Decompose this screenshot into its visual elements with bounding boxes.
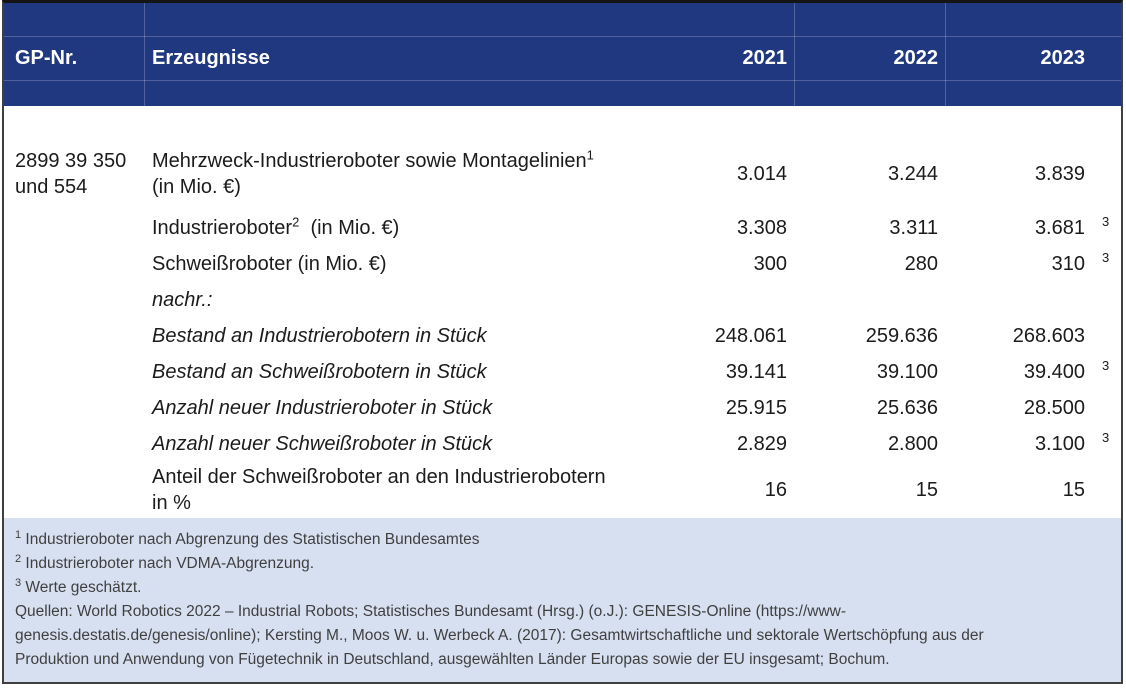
header-year-2021: 2021 bbox=[742, 46, 788, 69]
value-2023: 3.681 bbox=[1034, 216, 1085, 239]
header-column-divider bbox=[794, 3, 795, 106]
table-row-nachr: nachr.: bbox=[4, 282, 1121, 318]
header-column-divider bbox=[945, 3, 946, 106]
value-2022: 39.100 bbox=[876, 360, 938, 383]
value-2022: 25.636 bbox=[876, 396, 938, 419]
value-2021: 2.829 bbox=[736, 432, 787, 455]
estimate-footnote-mark: 3 bbox=[1102, 357, 1110, 373]
value-2022: 3.244 bbox=[887, 162, 938, 185]
table-row-bestand-schweissroboter: Bestand an Schweißrobotern in Stück 39.1… bbox=[4, 354, 1121, 390]
table-row-bestand-industrieroboter: Bestand an Industrierobotern in Stück 24… bbox=[4, 318, 1121, 354]
row-label: Schweißroboter (in Mio. €) bbox=[152, 253, 387, 275]
value-2021: 3.014 bbox=[736, 162, 787, 185]
row-label: Bestand an Schweißrobotern in Stück bbox=[152, 361, 487, 383]
table-row-schweissroboter: Schweißroboter (in Mio. €) 300 280 310 3 bbox=[4, 246, 1121, 282]
value-2022: 2.800 bbox=[887, 432, 938, 455]
value-2023: 39.400 bbox=[1023, 360, 1085, 383]
sources-line-2: genesis.destatis.de/genesis/online); Ker… bbox=[15, 627, 984, 644]
row-label: Bestand an Industrierobotern in Stück bbox=[152, 325, 487, 347]
table-footer: 1 Industrieroboter nach Abgrenzung des S… bbox=[4, 518, 1121, 682]
table-row-industrieroboter: Industrieroboter2 (in Mio. €) 3.308 3.31… bbox=[4, 210, 1121, 246]
header-gp-nr: GP-Nr. bbox=[15, 47, 78, 69]
row-label: Industrieroboter2 (in Mio. €) bbox=[152, 214, 400, 239]
value-2022: 3.311 bbox=[889, 216, 938, 239]
value-2023: 15 bbox=[1062, 478, 1085, 501]
row-label: nachr.: bbox=[152, 289, 213, 311]
value-2021: 39.141 bbox=[725, 360, 787, 383]
value-2022: 15 bbox=[915, 478, 938, 501]
table-row-anzahl-schweissroboter: Anzahl neuer Schweißroboter in Stück 2.8… bbox=[4, 426, 1121, 462]
value-2023: 3.100 bbox=[1034, 432, 1085, 455]
row-label: Anteil der Schweißroboter an den Industr… bbox=[152, 466, 606, 514]
footnote-2: 2 Industrieroboter nach VDMA-Abgrenzung. bbox=[15, 552, 315, 572]
value-2023: 268.603 bbox=[1012, 324, 1085, 347]
estimate-footnote-mark: 3 bbox=[1102, 249, 1110, 265]
value-2022: 280 bbox=[904, 252, 938, 275]
header-divider bbox=[4, 36, 1121, 37]
value-2023: 3.839 bbox=[1034, 162, 1085, 185]
value-2021: 248.061 bbox=[714, 324, 787, 347]
footnote-1: 1 Industrieroboter nach Abgrenzung des S… bbox=[15, 528, 480, 548]
sources-line-1: Quellen: World Robotics 2022 – Industria… bbox=[15, 603, 847, 620]
value-2021: 16 bbox=[764, 478, 787, 501]
header-divider bbox=[4, 80, 1121, 81]
value-2021: 300 bbox=[753, 252, 787, 275]
value-2023: 28.500 bbox=[1023, 396, 1085, 419]
table-header: GP-Nr. Erzeugnisse 2021 2022 2023 bbox=[4, 3, 1121, 106]
row-label: Anzahl neuer Schweißroboter in Stück bbox=[152, 433, 493, 455]
sources-line-3: Produktion und Anwendung von Fügetechnik… bbox=[15, 651, 890, 668]
estimate-footnote-mark: 3 bbox=[1102, 429, 1110, 445]
table-row-anteil-schweissroboter: Anteil der Schweißroboter an den Industr… bbox=[4, 462, 1121, 518]
estimate-footnote-mark: 3 bbox=[1102, 213, 1110, 229]
footnote-3: 3 Werte geschätzt. bbox=[15, 576, 142, 596]
header-erzeugnisse: Erzeugnisse bbox=[152, 47, 270, 69]
table-row-anzahl-industrieroboter: Anzahl neuer Industrieroboter in Stück 2… bbox=[4, 390, 1121, 426]
gp-number: 2899 39 350 und 554 bbox=[15, 150, 127, 198]
header-year-2022: 2022 bbox=[893, 46, 939, 69]
value-2021: 25.915 bbox=[725, 396, 787, 419]
row-label: Mehrzweck-Industrieroboter sowie Montage… bbox=[152, 147, 594, 198]
row-label: Anzahl neuer Industrieroboter in Stück bbox=[152, 397, 493, 419]
value-2021: 3.308 bbox=[736, 216, 787, 239]
header-column-divider bbox=[144, 3, 145, 106]
value-2022: 259.636 bbox=[865, 324, 938, 347]
header-year-2023: 2023 bbox=[1040, 46, 1086, 69]
table-row-mehrzweck-industrieroboter: 2899 39 350 und 554 Mehrzweck-Industrier… bbox=[4, 138, 1121, 210]
table-body: 2899 39 350 und 554 Mehrzweck-Industrier… bbox=[4, 138, 1121, 518]
value-2023: 310 bbox=[1051, 252, 1085, 275]
